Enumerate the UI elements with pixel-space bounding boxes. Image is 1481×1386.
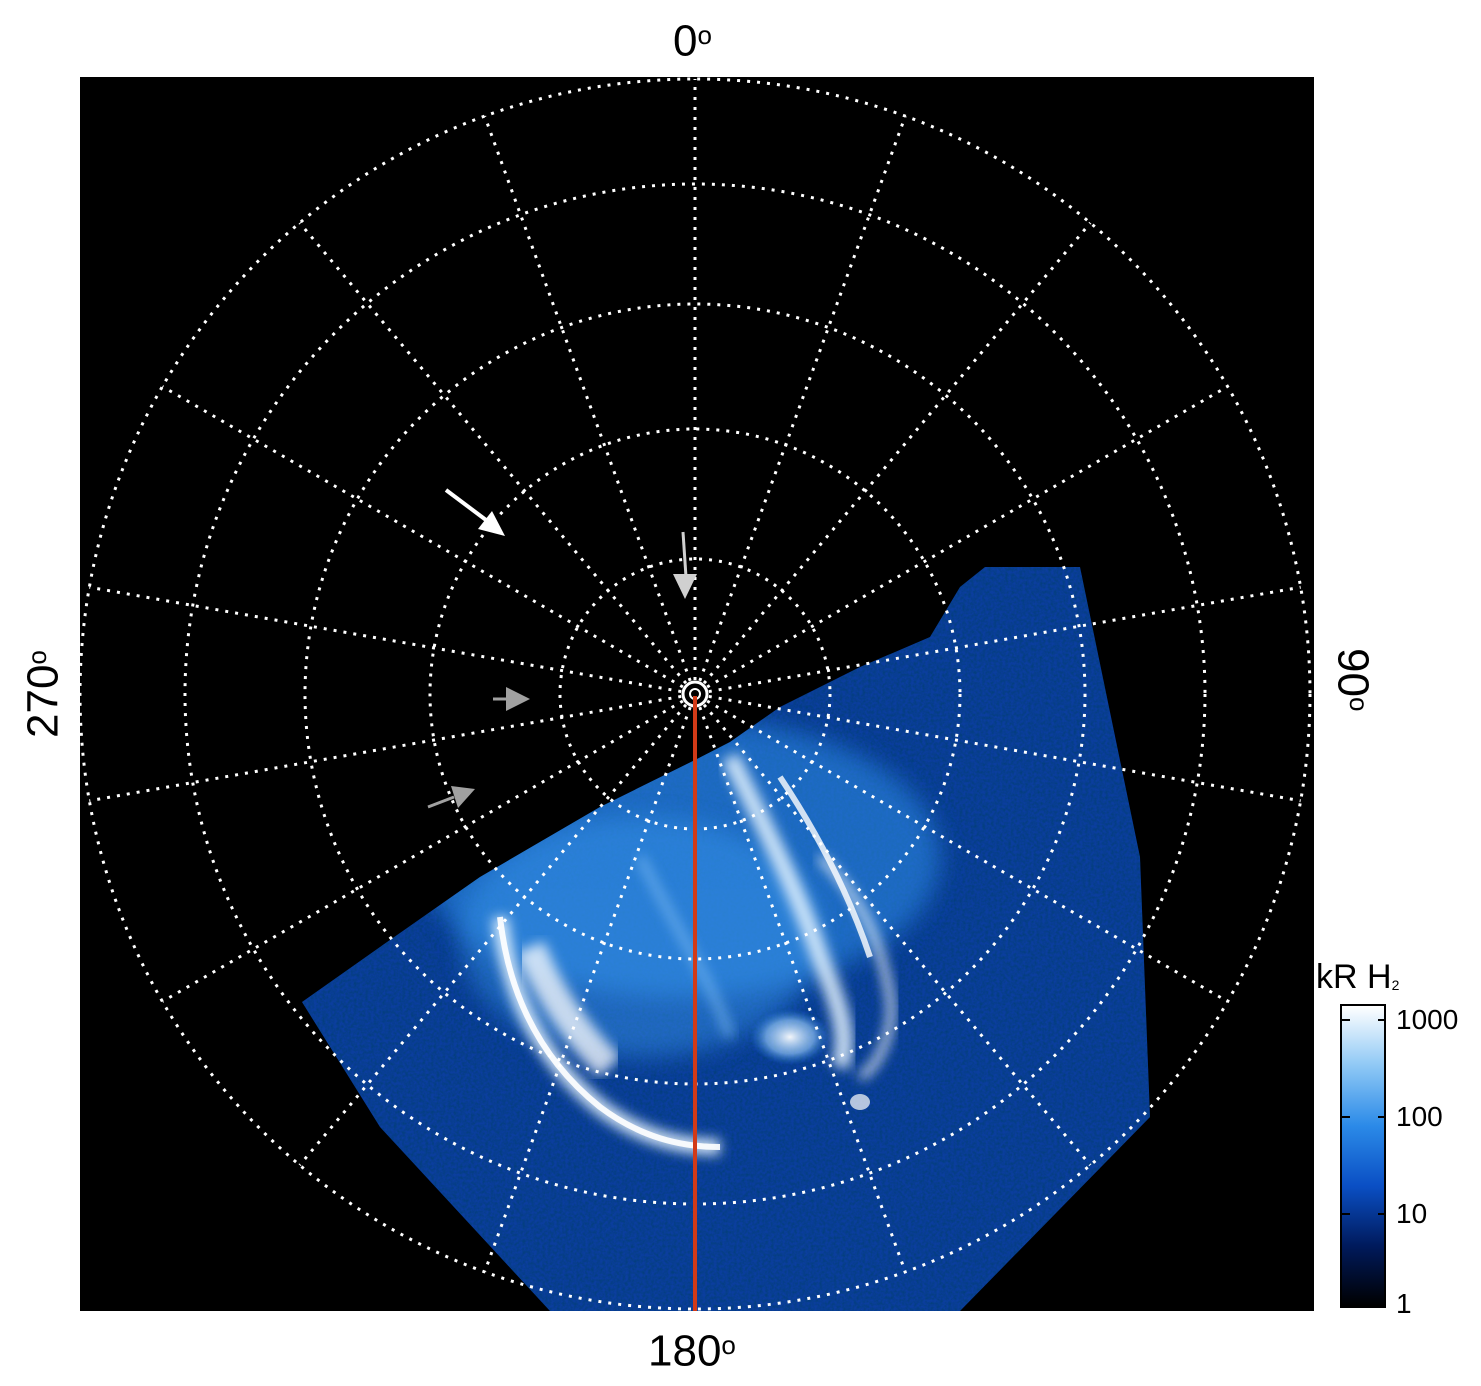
longitude-label-270: 270o (18, 650, 68, 738)
colorbar-tickmark (1378, 1213, 1386, 1215)
aurora-emission-region (302, 567, 1150, 1311)
meridian-line (298, 703, 688, 1167)
meridian-line (708, 694, 1301, 803)
meridian-line (706, 699, 1229, 1003)
meridian-line (89, 585, 682, 694)
meridian-line (89, 694, 682, 803)
meridian-line (698, 706, 907, 1273)
arrow-gray-bottom (427, 786, 475, 809)
colorbar-tick-1000: 1000 (1396, 1004, 1459, 1035)
meridian-line (698, 115, 907, 682)
colorbar-tickmark (1378, 1019, 1386, 1021)
arrow-white (444, 488, 505, 536)
meridian-line (702, 703, 1092, 1167)
colorbar (1340, 1004, 1386, 1308)
meridian-line (483, 706, 692, 1273)
meridian-line (483, 115, 692, 682)
arrow-gray-top (673, 531, 697, 599)
meridian-line (161, 385, 684, 689)
colorbar-tick-1: 1 (1396, 1288, 1412, 1319)
colorbar-tickmark (1342, 1213, 1350, 1215)
longitude-label-90: 90o (1328, 648, 1378, 712)
colorbar-tick-10: 10 (1396, 1198, 1428, 1229)
meridian-line (161, 699, 684, 1003)
arrow-gray-middle (493, 687, 530, 711)
meridian-line (702, 221, 1092, 685)
colorbar-title: kR H2 (1316, 958, 1400, 996)
colorbar-tickmark (1342, 1019, 1350, 1021)
colorbar-tick-100: 100 (1396, 1101, 1443, 1132)
colorbar-tickmark (1378, 1116, 1386, 1118)
polar-projection-image (80, 77, 1312, 1311)
meridian-line (708, 585, 1301, 694)
polar-aurora-map (80, 77, 1314, 1311)
meridian-line (298, 221, 688, 685)
colorbar-tickmark (1342, 1116, 1350, 1118)
meridian-line (706, 385, 1229, 689)
longitude-label-0: 0o (673, 16, 712, 66)
longitude-label-180: 180o (648, 1326, 736, 1376)
